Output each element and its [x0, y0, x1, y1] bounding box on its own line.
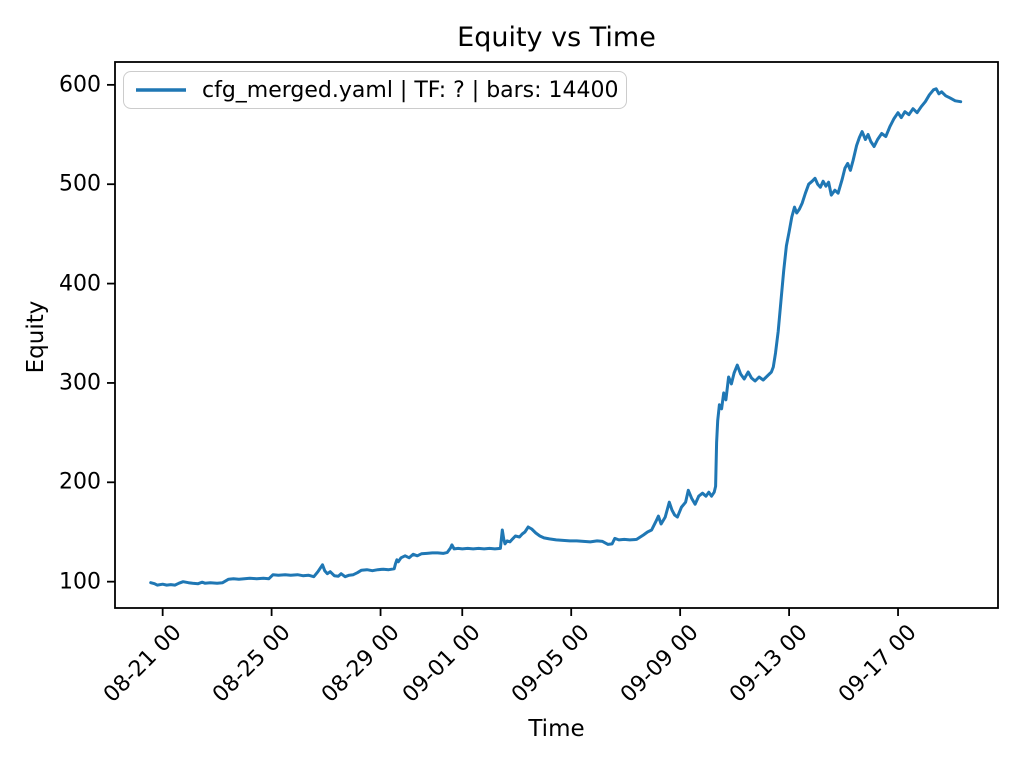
y-tick-label: 200 [59, 469, 101, 495]
x-axis-label: Time [528, 716, 585, 742]
y-tick-label: 100 [59, 569, 101, 595]
y-tick-label: 600 [59, 72, 101, 98]
y-axis-label: Equity [23, 300, 49, 374]
equity-line [149, 87, 963, 587]
legend-line-sample [136, 88, 186, 92]
plot-frame [114, 61, 999, 609]
chart-title: Equity vs Time [457, 22, 656, 53]
y-tick-label: 500 [59, 171, 101, 197]
y-tick-label: 300 [59, 370, 101, 396]
y-tick-label: 400 [59, 271, 101, 297]
legend-label: cfg_merged.yaml | TF: ? | bars: 14400 [202, 77, 619, 103]
legend: cfg_merged.yaml | TF: ? | bars: 14400 [123, 71, 627, 109]
